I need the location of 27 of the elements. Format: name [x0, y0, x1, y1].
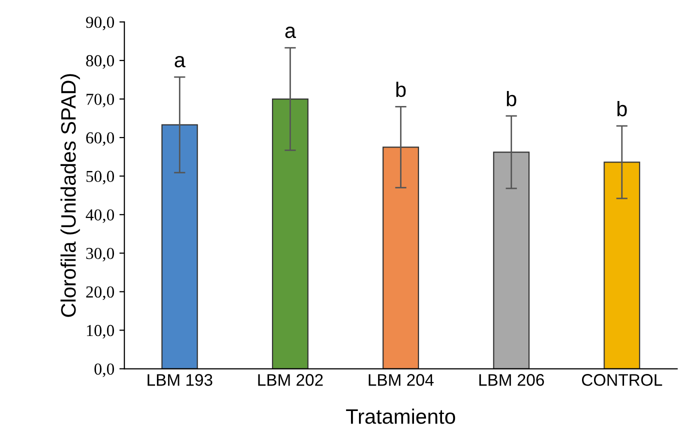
- annotation: a: [285, 26, 296, 38]
- y-tick-label: 80,0: [86, 55, 114, 69]
- x-tick-label: LBM 204: [368, 374, 434, 386]
- bar: [161, 124, 198, 369]
- y-tick-label: 40,0: [86, 209, 114, 223]
- bar: [493, 152, 530, 369]
- x-tick-label: LBM 202: [258, 374, 323, 386]
- y-tick-label: 70,0: [86, 94, 114, 108]
- annotation: b: [396, 82, 406, 98]
- bar: [272, 98, 308, 369]
- y-tick-label: 0,0: [94, 363, 114, 378]
- annotation: b: [617, 101, 627, 116]
- y-tick-label: 10,0: [86, 324, 114, 339]
- y-tick-label: 90,0: [86, 16, 114, 30]
- y-tick-label: 20,0: [86, 286, 114, 300]
- x-tick-label: CONTROL: [582, 374, 662, 386]
- x-tick-label: LBM 193: [148, 374, 212, 386]
- y-axis-title: Clorofila (Unidades SPAD): [60, 74, 80, 317]
- y-tick-label: 50,0: [86, 170, 114, 184]
- annotation: a: [174, 56, 186, 68]
- y-tick-label: 30,0: [86, 248, 114, 262]
- annotation: b: [506, 91, 516, 106]
- bar: [604, 162, 640, 369]
- x-tick-label: LBM 206: [479, 374, 544, 386]
- bar: [382, 146, 420, 369]
- y-tick-label: 60,0: [86, 132, 114, 146]
- x-axis-title: Tratamiento: [346, 408, 456, 424]
